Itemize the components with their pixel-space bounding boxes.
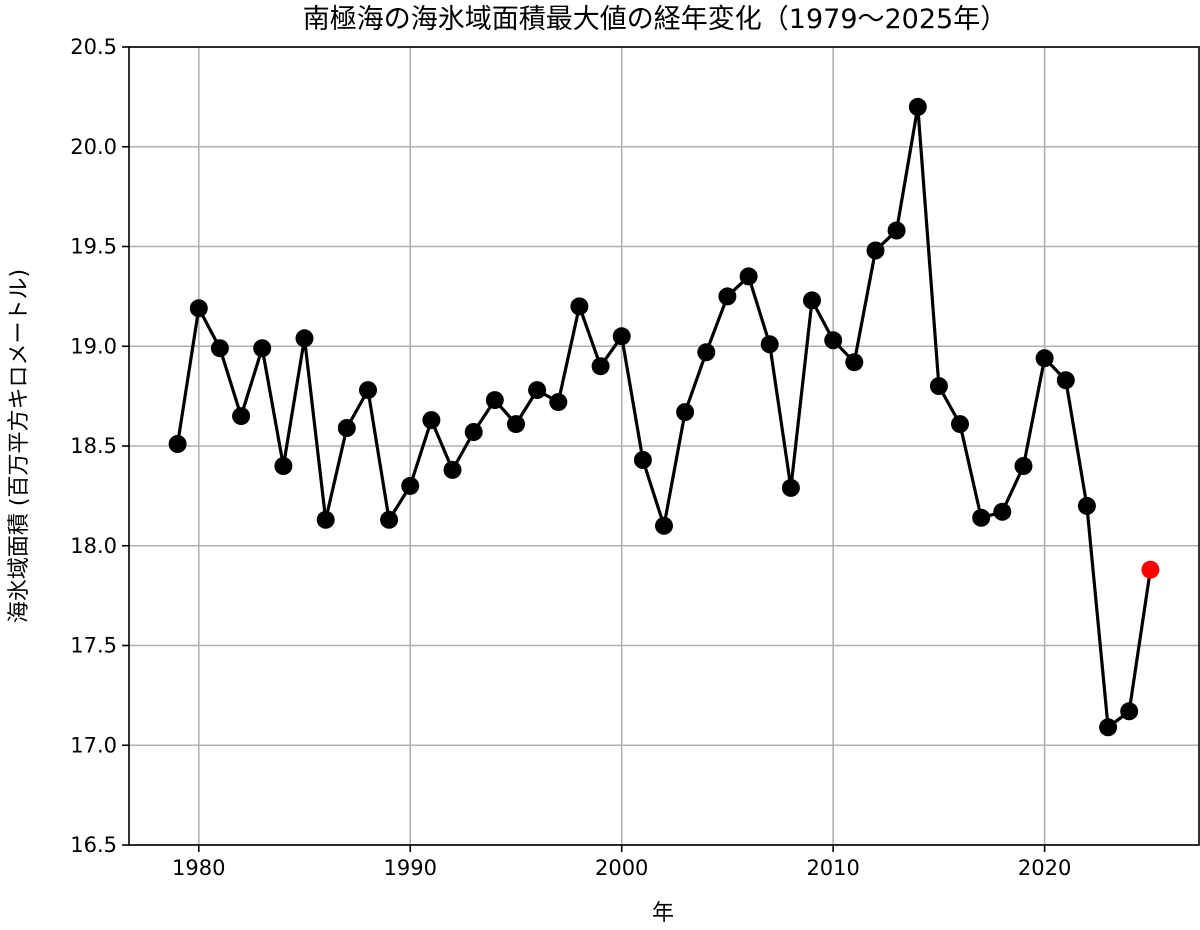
data-point bbox=[718, 287, 737, 306]
data-point bbox=[528, 381, 547, 400]
data-point bbox=[676, 403, 695, 422]
chart-title: 南極海の海氷域面積最大値の経年変化（1979〜2025年） bbox=[303, 4, 1007, 35]
data-point bbox=[295, 329, 314, 348]
data-point bbox=[189, 299, 208, 318]
data-point bbox=[612, 327, 631, 346]
data-point bbox=[845, 353, 864, 372]
data-point bbox=[803, 291, 821, 310]
y-tick-label: 19.0 bbox=[70, 334, 117, 358]
data-point bbox=[1056, 371, 1075, 390]
data-point bbox=[908, 97, 927, 116]
x-tick-label: 2020 bbox=[1018, 856, 1071, 880]
x-axis-label: 年 bbox=[652, 901, 674, 926]
data-point bbox=[697, 343, 716, 362]
x-tick-label: 2000 bbox=[595, 856, 648, 880]
data-point bbox=[380, 510, 399, 529]
data-point bbox=[1099, 718, 1118, 737]
data-point bbox=[866, 241, 885, 260]
data-point bbox=[549, 393, 568, 412]
data-point bbox=[337, 419, 356, 437]
data-point bbox=[316, 510, 335, 529]
y-tick-label: 17.0 bbox=[70, 733, 117, 757]
y-tick-label: 20.0 bbox=[70, 135, 117, 159]
data-point bbox=[1120, 702, 1139, 721]
data-point bbox=[570, 297, 589, 316]
data-point bbox=[168, 435, 187, 453]
y-tick-label: 18.0 bbox=[70, 534, 117, 558]
y-axis-label: 海氷域面積 (百万平方キロメートル) bbox=[7, 269, 32, 623]
y-tick-label: 19.5 bbox=[70, 235, 117, 259]
data-point bbox=[993, 502, 1012, 521]
axis-ticks: 1980 1990 2000 2010 2020 16.5 17.0 17.5 18.0 18.5… bbox=[70, 35, 1071, 880]
data-point bbox=[359, 381, 377, 400]
data-point bbox=[1077, 496, 1096, 515]
data-point bbox=[422, 411, 441, 430]
x-tick-label: 2010 bbox=[806, 856, 859, 880]
data-point bbox=[443, 460, 462, 479]
y-tick-label: 17.5 bbox=[70, 634, 117, 658]
y-tick-label: 20.5 bbox=[70, 35, 117, 59]
data-point bbox=[464, 423, 483, 441]
data-point bbox=[591, 357, 610, 376]
data-point bbox=[1035, 349, 1054, 368]
data-point bbox=[633, 451, 652, 469]
data-point bbox=[485, 391, 504, 410]
x-tick-label: 1980 bbox=[172, 856, 225, 880]
data-point bbox=[655, 516, 673, 535]
data-point bbox=[824, 331, 843, 350]
y-tick-label: 18.5 bbox=[70, 434, 117, 458]
data-point bbox=[929, 377, 948, 396]
data-point bbox=[760, 335, 779, 354]
data-point bbox=[739, 267, 758, 286]
data-point bbox=[210, 339, 229, 358]
data-point bbox=[253, 339, 272, 358]
data-point bbox=[274, 457, 293, 475]
data-point bbox=[401, 476, 420, 495]
data-point bbox=[232, 407, 251, 426]
x-tick-label: 1990 bbox=[384, 856, 437, 880]
y-tick-label: 16.5 bbox=[70, 833, 117, 857]
data-point bbox=[951, 415, 969, 434]
highlight-point bbox=[1141, 560, 1160, 579]
data-point bbox=[887, 221, 906, 240]
data-point bbox=[507, 415, 525, 434]
data-point bbox=[781, 478, 800, 497]
data-point bbox=[1014, 457, 1033, 475]
data-series bbox=[168, 97, 1160, 737]
data-point bbox=[972, 508, 991, 527]
